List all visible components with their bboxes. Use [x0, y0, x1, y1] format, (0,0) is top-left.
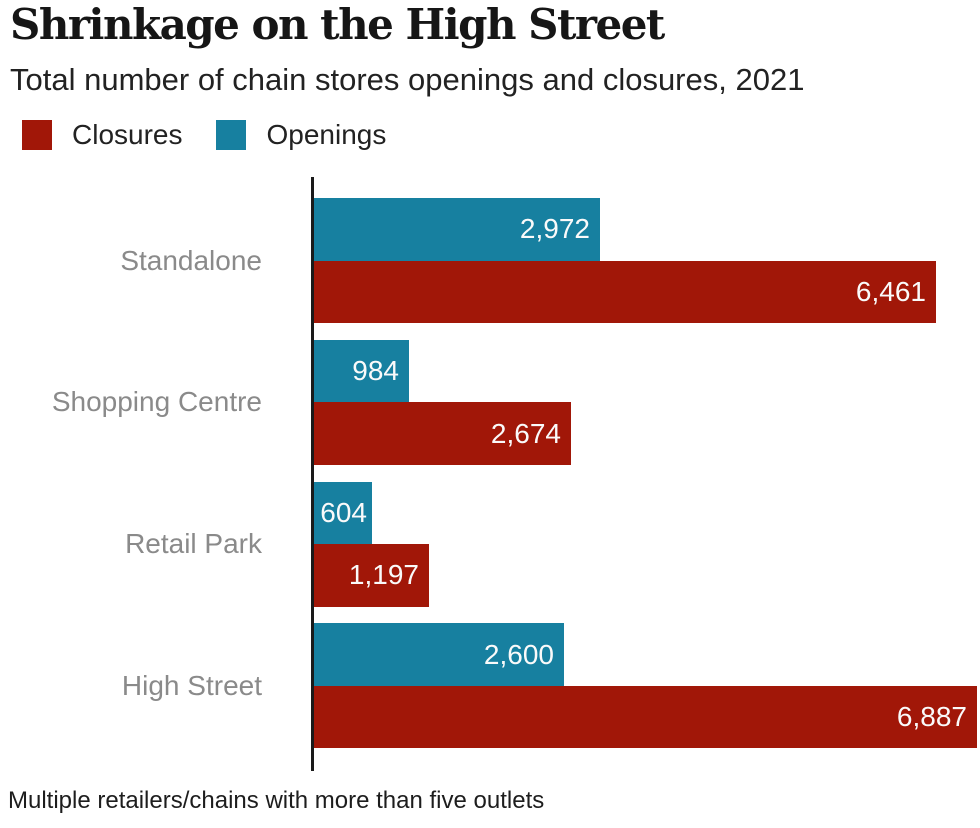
bar-openings: 604 [314, 481, 372, 545]
value-label: 984 [352, 355, 399, 387]
bar-closures: 6,461 [314, 260, 936, 323]
legend-item-openings: Openings [216, 119, 386, 151]
value-label: 6,461 [855, 275, 926, 307]
legend-label-openings: Openings [266, 119, 387, 150]
chart-subtitle: Total number of chain stores openings an… [10, 62, 805, 97]
value-label: 2,674 [490, 417, 561, 449]
legend: Closures Openings [22, 119, 386, 151]
legend-label-closures: Closures [72, 119, 183, 150]
chart-title: Shrinkage on the High Street [10, 0, 665, 49]
category-label: Shopping Centre [51, 386, 262, 418]
category-label: High Street [121, 669, 262, 701]
bar-openings: 2,600 [314, 623, 564, 686]
y-axis-line [311, 177, 314, 771]
closures-swatch [22, 120, 52, 150]
openings-swatch [216, 120, 247, 150]
bar-openings: 2,972 [314, 198, 600, 261]
category-label: Retail Park [125, 528, 262, 560]
bar-closures: 1,197 [314, 544, 429, 607]
value-label: 1,197 [348, 559, 419, 591]
category-label: Standalone [120, 244, 262, 276]
bar-openings: 984 [314, 339, 409, 403]
value-label: 2,600 [483, 638, 554, 670]
value-label: 2,972 [519, 213, 590, 245]
bar-closures: 2,674 [314, 402, 571, 465]
value-label: 604 [320, 496, 367, 528]
bar-closures: 6,887 [314, 685, 977, 749]
value-label: 6,887 [896, 701, 967, 733]
legend-item-closures: Closures [22, 119, 182, 151]
footnote: Multiple retailers/chains with more than… [8, 787, 545, 814]
